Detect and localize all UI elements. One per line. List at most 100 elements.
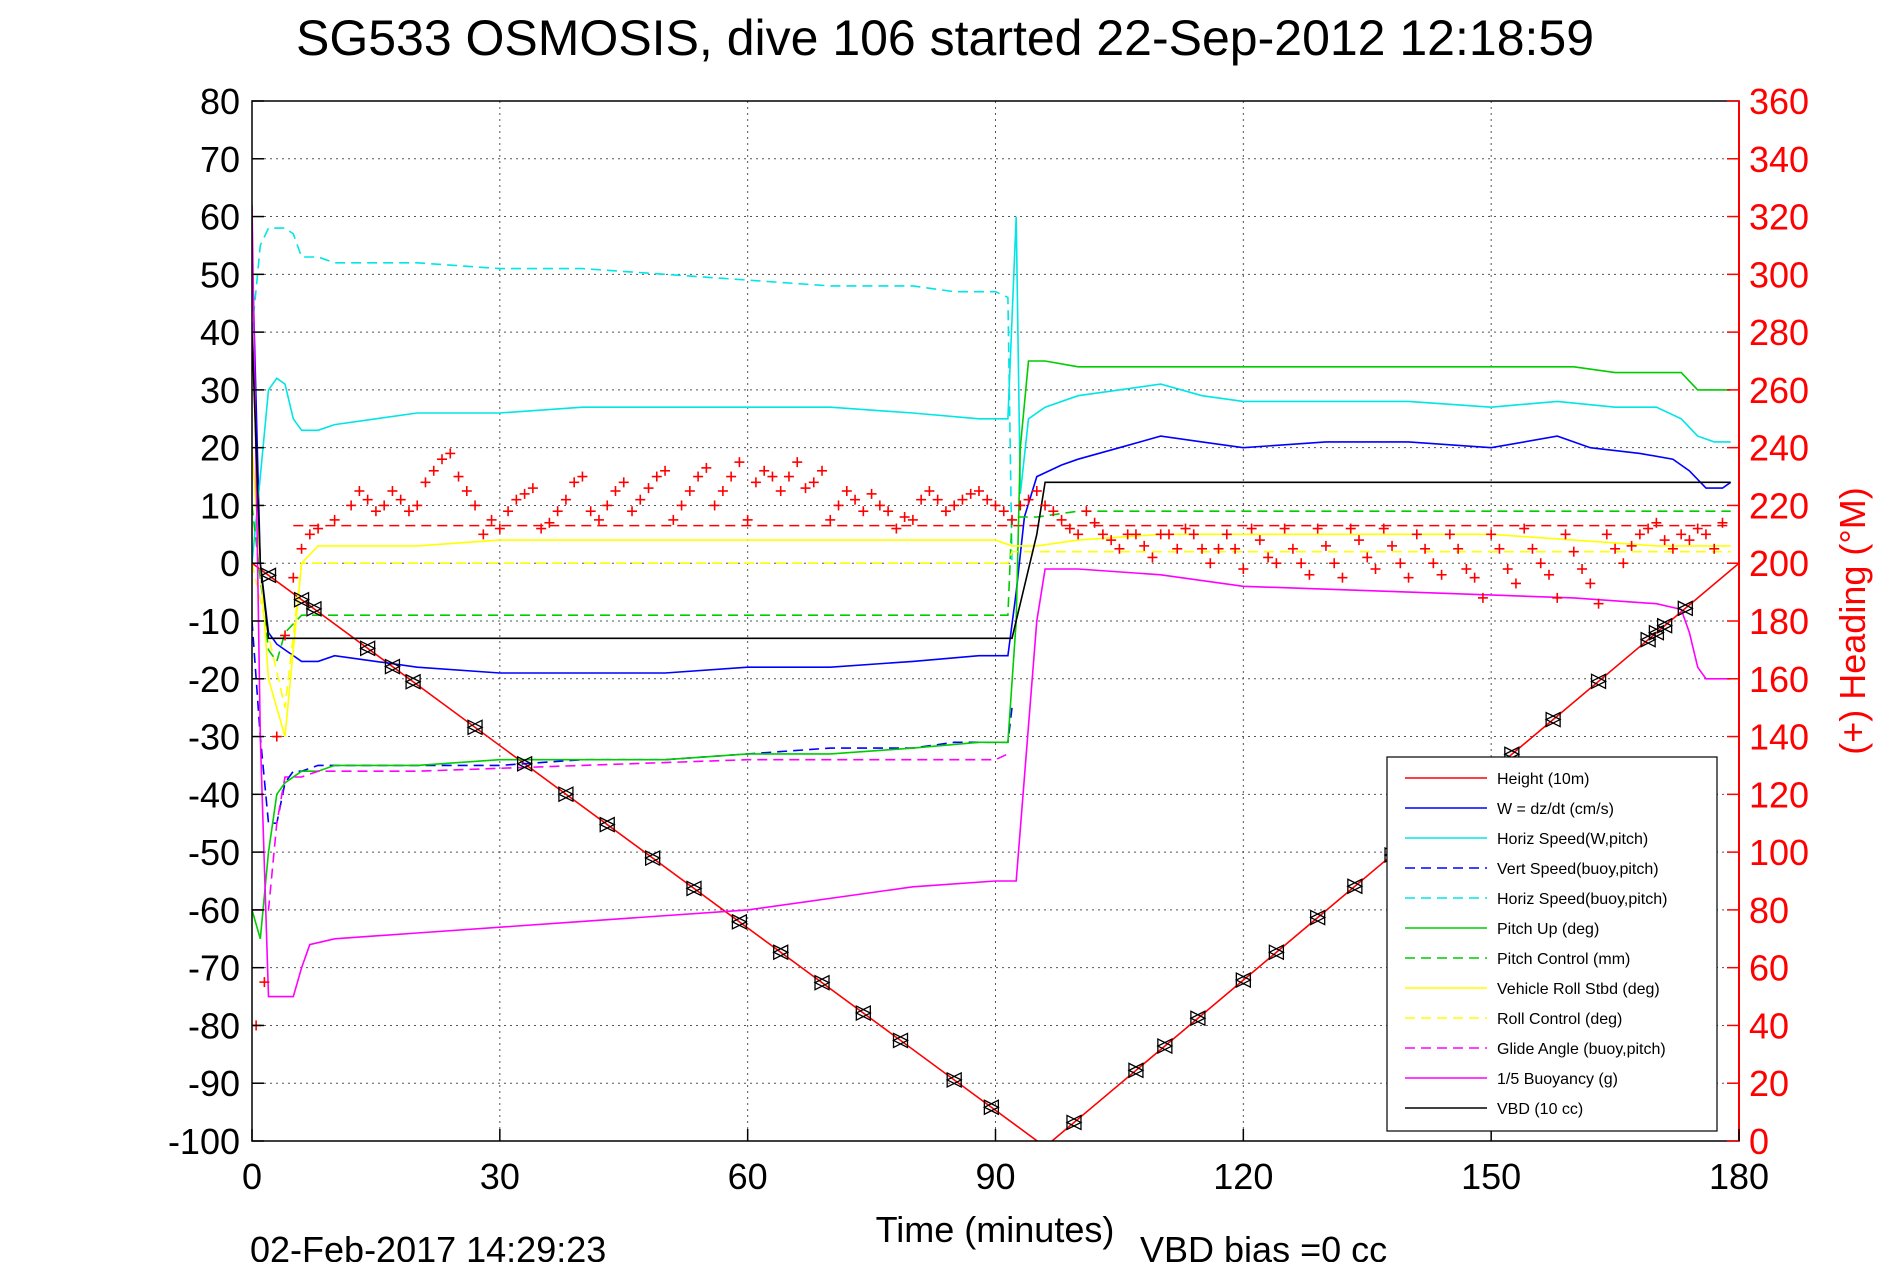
heading-point bbox=[486, 514, 497, 525]
heading-point bbox=[924, 486, 935, 496]
heading-point bbox=[453, 471, 464, 482]
heading-point bbox=[1106, 535, 1117, 546]
y-tick-label: -90 bbox=[188, 1063, 240, 1104]
heading-point bbox=[973, 486, 984, 496]
legend-label: Vehicle Roll Stbd (deg) bbox=[1497, 981, 1660, 998]
y2-axis: 0 20 40 60 80 100 120 140 160 180 200 220 240 260 280 3… bbox=[1727, 81, 1809, 1162]
heading-point bbox=[1163, 529, 1174, 540]
heading-point bbox=[1527, 543, 1538, 554]
heading-point bbox=[1015, 500, 1026, 511]
heading-point bbox=[1312, 523, 1323, 534]
heading-point bbox=[1370, 564, 1381, 574]
legend-label: Height (10m) bbox=[1497, 771, 1589, 788]
heading-point bbox=[767, 471, 778, 482]
chart-title: SG533 OSMOSIS, dive 106 started 22-Sep-2… bbox=[296, 10, 1594, 66]
heading-point bbox=[1502, 564, 1513, 574]
heading-point bbox=[552, 506, 563, 517]
heading-point bbox=[1263, 552, 1274, 563]
heading-point bbox=[1031, 486, 1042, 496]
heading-point bbox=[346, 500, 357, 511]
legend-label: Roll Control (deg) bbox=[1497, 1011, 1622, 1028]
y-tick-label: 40 bbox=[200, 312, 240, 353]
heading-point bbox=[437, 454, 448, 465]
heading-point bbox=[569, 477, 580, 488]
heading-point bbox=[850, 494, 861, 505]
y-tick-label: 10 bbox=[200, 485, 240, 526]
heading-point bbox=[701, 462, 712, 473]
heading-point bbox=[651, 471, 662, 482]
heading-point bbox=[428, 465, 439, 476]
x-axis: 0 30 60 90 120 150 180 bbox=[242, 1129, 1769, 1197]
heading-point bbox=[1552, 592, 1563, 603]
heading-point bbox=[1056, 514, 1067, 525]
y2-tick-label: 180 bbox=[1749, 601, 1809, 642]
heading-point bbox=[1271, 558, 1282, 569]
depth-marker bbox=[1590, 673, 1608, 690]
heading-point bbox=[503, 506, 514, 517]
depth-marker bbox=[305, 600, 323, 617]
heading-point bbox=[1139, 540, 1150, 551]
heading-point bbox=[907, 514, 918, 525]
series-line bbox=[252, 505, 1731, 664]
heading-point bbox=[470, 500, 481, 511]
heading-point bbox=[544, 517, 555, 528]
heading-point bbox=[1362, 552, 1373, 563]
y-tick-label: -100 bbox=[168, 1121, 240, 1162]
heading-point bbox=[1519, 523, 1530, 534]
heading-point bbox=[841, 486, 852, 496]
depth-marker bbox=[1065, 1114, 1083, 1131]
heading-point bbox=[949, 500, 960, 511]
y2-tick-label: 240 bbox=[1749, 428, 1809, 469]
series-line bbox=[252, 216, 1731, 564]
heading-point bbox=[965, 488, 976, 499]
heading-point bbox=[1610, 543, 1621, 554]
heading-point bbox=[899, 512, 910, 522]
x-axis-label: Time (minutes) bbox=[876, 1209, 1115, 1250]
heading-point bbox=[783, 471, 794, 482]
depth-marker bbox=[359, 640, 377, 657]
y-tick-label: -20 bbox=[188, 659, 240, 700]
legend-label: W = dz/dt (cm/s) bbox=[1497, 801, 1614, 818]
heading-point bbox=[1618, 558, 1629, 569]
legend-label: 1/5 Buoyancy (g) bbox=[1497, 1071, 1618, 1088]
legend-label: Horiz Speed(buoy,pitch) bbox=[1497, 891, 1667, 908]
heading-point bbox=[1213, 543, 1224, 554]
y-tick-label: 70 bbox=[200, 139, 240, 180]
legend: Height (10m) W = dz/dt (cm/s) Horiz Speed(… bbox=[1386, 756, 1718, 1132]
heading-point bbox=[1073, 529, 1084, 540]
heading-point bbox=[709, 500, 720, 511]
depth-marker bbox=[404, 673, 422, 690]
heading-point bbox=[1700, 529, 1711, 540]
heading-point bbox=[1345, 523, 1356, 534]
depth-marker bbox=[1647, 624, 1665, 641]
heading-point bbox=[519, 488, 530, 499]
heading-point bbox=[817, 465, 828, 476]
heading-point bbox=[1097, 529, 1108, 540]
depth-marker bbox=[1234, 971, 1252, 989]
y2-axis-label: (+) Heading (°M) bbox=[1832, 487, 1873, 754]
heading-point bbox=[982, 494, 993, 505]
depth-marker bbox=[1156, 1037, 1174, 1055]
heading-point bbox=[883, 506, 894, 517]
heading-point bbox=[1626, 540, 1637, 551]
heading-point bbox=[668, 514, 679, 525]
depth-marker bbox=[1676, 600, 1694, 617]
series-line bbox=[252, 360, 1731, 940]
heading-point bbox=[1329, 558, 1340, 569]
heading-point bbox=[916, 494, 927, 505]
heading-point bbox=[1353, 535, 1364, 546]
heading-point bbox=[1543, 569, 1554, 580]
y-tick-label: 0 bbox=[220, 543, 240, 584]
heading-point bbox=[1585, 578, 1596, 589]
heading-point bbox=[478, 529, 489, 540]
depth-marker bbox=[813, 974, 831, 991]
heading-point bbox=[759, 465, 770, 476]
series-line bbox=[252, 447, 1731, 737]
y2-tick-label: 160 bbox=[1749, 659, 1809, 700]
heading-point bbox=[370, 506, 381, 517]
y-tick-label: 50 bbox=[200, 254, 240, 295]
y-tick-label: -60 bbox=[188, 890, 240, 931]
y-tick-label: 30 bbox=[200, 370, 240, 411]
heading-point bbox=[1221, 529, 1232, 540]
